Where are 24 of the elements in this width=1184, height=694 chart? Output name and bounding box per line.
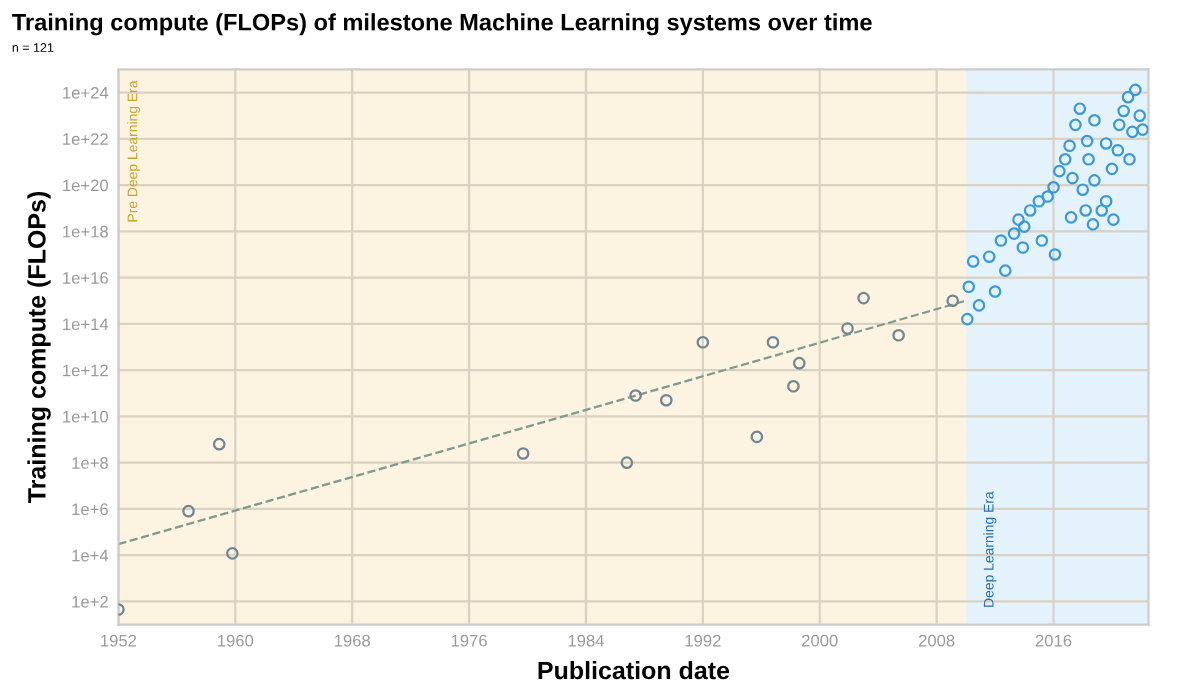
x-tick-label: 1976 bbox=[451, 634, 487, 647]
y-tick-label: 1e+8 bbox=[72, 457, 108, 469]
y-tick-label: 1e+12 bbox=[63, 364, 108, 377]
y-tick-label: 1e+14 bbox=[63, 318, 109, 331]
y-tick-label: 1e+10 bbox=[63, 410, 109, 423]
x-tick-label: 1968 bbox=[334, 634, 370, 647]
y-tick-label: 1e+20 bbox=[63, 179, 109, 192]
x-tick-label: 1984 bbox=[568, 634, 605, 647]
y-tick-label: 1e+6 bbox=[72, 503, 108, 516]
x-tick-label: 1960 bbox=[218, 634, 254, 647]
y-tick-label: 1e+2 bbox=[72, 595, 108, 608]
x-tick-label: 1952 bbox=[101, 634, 137, 647]
chart-title: Training compute (FLOPs) of milestone Machine Learning systems over time bbox=[12, 13, 872, 36]
x-tick-label: 1992 bbox=[685, 634, 721, 647]
y-axis-title: Training compute (FLOPs) bbox=[27, 191, 51, 503]
x-axis-title: Publication date bbox=[538, 660, 730, 680]
y-tick-label: 1e+18 bbox=[63, 225, 108, 238]
x-tick-label: 2000 bbox=[802, 634, 838, 647]
x-tick-label: 2008 bbox=[918, 634, 955, 647]
y-tick-label: 1e+16 bbox=[63, 272, 108, 284]
y-tick-label: 1e+24 bbox=[63, 86, 109, 99]
x-tick-label: 2016 bbox=[1035, 634, 1072, 647]
y-tick-label: 1e+22 bbox=[63, 133, 108, 145]
y-tick-label: 1e+4 bbox=[72, 549, 109, 562]
